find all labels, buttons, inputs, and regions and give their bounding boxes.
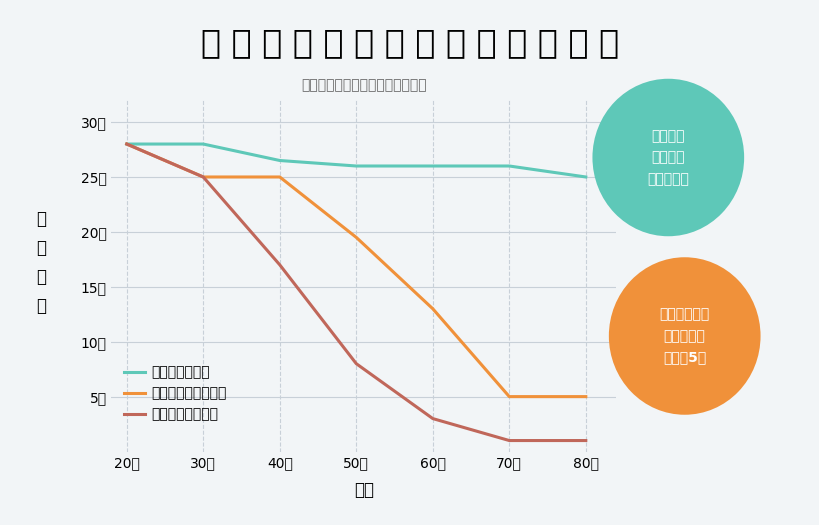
X-axis label: 年代: 年代 xyxy=(354,481,373,499)
Text: 歯 科 医 院 の か か り 方 と 残 存 歯 数: 歯 科 医 院 の か か り 方 と 残 存 歯 数 xyxy=(201,26,618,59)
Title: 長崎大学・新庄教授のデータより: 長崎大学・新庄教授のデータより xyxy=(301,78,426,92)
Text: 若い頃と
ほとんど
変わらない: 若い頃と ほとんど 変わらない xyxy=(646,129,689,186)
Text: 歯みがきだけ
していても
わずか5本: 歯みがきだけ していても わずか5本 xyxy=(658,307,709,365)
Legend: 定期検診を受診, 歯みがき指導を受診, 痛いときだけ受診: 定期検診を受診, 歯みがき指導を受診, 痛いときだけ受診 xyxy=(118,360,233,427)
Text: 残
存
歯
数: 残 存 歯 数 xyxy=(36,209,46,316)
